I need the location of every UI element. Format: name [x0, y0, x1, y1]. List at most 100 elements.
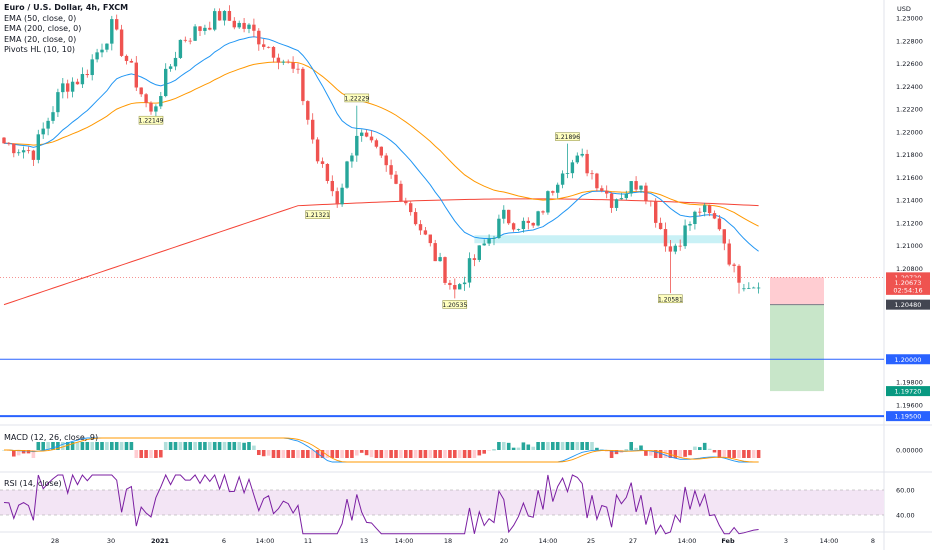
macd-histogram-bar: [590, 442, 594, 450]
macd-histogram-bar: [36, 442, 41, 450]
time-axis-label: 14:00: [256, 537, 275, 545]
candle-body: [262, 44, 266, 47]
time-axis-label: 8: [871, 537, 875, 545]
candle-body: [227, 11, 232, 21]
candle-body: [423, 230, 428, 235]
candle-body: [203, 27, 207, 31]
candle-body: [330, 180, 334, 192]
candle-body: [722, 229, 726, 244]
price-badge-label: 1.20480: [895, 301, 922, 309]
currency-label: USD: [897, 5, 911, 13]
macd-histogram-bar: [369, 450, 374, 458]
macd-histogram-bar: [511, 447, 516, 450]
macd-histogram-bar: [203, 442, 207, 450]
indicator-ema-50[interactable]: EMA (50, close, 0): [4, 13, 77, 23]
macd-histogram-bar: [257, 450, 261, 456]
candle-body: [551, 191, 555, 193]
time-axis-label: 20: [500, 537, 508, 545]
macd-histogram-bar: [712, 450, 717, 453]
candle-body: [100, 49, 104, 53]
indicator-ema-200[interactable]: EMA (200, close, 0): [4, 24, 82, 33]
macd-signal-line: [3, 437, 759, 463]
macd-histogram-bar: [521, 442, 526, 450]
macd-histogram-bar: [41, 442, 45, 450]
rsi-legend[interactable]: RSI (14, close): [4, 479, 62, 490]
macd-histogram-bar: [609, 450, 614, 458]
macd-histogram-bar: [394, 450, 398, 458]
candle-body: [56, 92, 60, 113]
candle-body: [232, 20, 236, 28]
candle-body: [541, 211, 545, 213]
pivot-label: 1.22149: [139, 118, 164, 125]
price-badge-label: 1.19720: [895, 388, 922, 396]
stop-loss-zone: [770, 277, 824, 305]
macd-histogram-bar: [16, 450, 21, 456]
candle-body: [26, 150, 31, 152]
candle-body: [418, 224, 423, 231]
macd-histogram-bar: [649, 450, 653, 456]
candle-body: [565, 173, 570, 174]
macd-histogram-bar: [639, 445, 643, 450]
macd-histogram-bar: [678, 450, 682, 458]
pivot-label-box: [138, 115, 164, 125]
macd-histogram-bar: [560, 442, 565, 450]
macd-histogram-bar: [418, 450, 423, 458]
candle-body: [624, 193, 628, 199]
candle-body: [747, 287, 751, 289]
candle-body: [531, 222, 535, 226]
macd-histogram-bar: [717, 450, 722, 458]
candle-body: [237, 22, 241, 28]
macd-histogram-bar: [159, 450, 163, 458]
price-tick-label: 1.21600: [896, 174, 923, 182]
indicator-pivots[interactable]: Pivots HL (10, 10): [4, 45, 76, 54]
macd-histogram-bar: [551, 442, 555, 450]
macd-histogram-bar: [702, 442, 707, 450]
time-axis-label: 11: [304, 537, 312, 545]
macd-histogram-bar: [477, 450, 482, 456]
ema-20-line: [3, 36, 759, 252]
symbol-title[interactable]: Euro / U.S. Dollar, 4h, FXCM: [4, 3, 129, 12]
macd-histogram-bar: [291, 450, 295, 458]
macd-histogram-bar: [193, 442, 197, 450]
candle-body: [477, 245, 481, 260]
macd-histogram-bar: [330, 450, 335, 458]
macd-histogram-bar: [247, 442, 251, 450]
macd-legend[interactable]: MACD (12, 26, close, 9): [4, 433, 98, 444]
macd-histogram-bar: [555, 442, 560, 450]
macd-histogram-bar: [95, 442, 99, 450]
macd-histogram-bar: [663, 450, 668, 458]
macd-histogram-bar: [526, 444, 531, 450]
price-tick-label: 1.19600: [896, 401, 923, 409]
macd-histogram-bar: [673, 450, 678, 458]
time-axis-label: 14:00: [539, 537, 558, 545]
rsi-tick-label: 60.00: [896, 487, 915, 495]
pivot-label-box: [305, 210, 330, 219]
macd-histogram-bar: [75, 442, 80, 450]
candle-body: [516, 229, 521, 230]
main-legend: Euro / U.S. Dollar, 4h, FXCM EMA (50, cl…: [4, 3, 128, 56]
macd-histogram-bar: [546, 442, 550, 450]
macd-histogram-bar: [644, 450, 648, 456]
candle-body: [129, 60, 134, 63]
macd-histogram-bar: [585, 442, 589, 450]
macd-tick-label: 0.00000: [896, 447, 923, 455]
macd-histogram-bar: [575, 442, 580, 450]
macd-histogram-bar: [310, 450, 315, 458]
indicator-ema-20[interactable]: EMA (20, close, 0): [4, 34, 77, 44]
demand-zone: [474, 235, 725, 244]
candle-body: [570, 162, 575, 174]
candle-body: [619, 198, 624, 200]
candle-body: [7, 143, 11, 145]
macd-histogram-bar: [443, 450, 447, 458]
candle-body: [257, 30, 261, 45]
macd-histogram-bar: [497, 442, 501, 450]
price-badge: [886, 284, 930, 295]
candle-body: [639, 185, 643, 190]
time-axis-label: 25: [587, 537, 595, 545]
macd-histogram-bar: [31, 450, 36, 458]
candle-body: [732, 264, 736, 266]
rsi-line: [3, 473, 759, 536]
macd-histogram-bar: [198, 442, 202, 450]
macd-histogram-bar: [227, 442, 232, 450]
